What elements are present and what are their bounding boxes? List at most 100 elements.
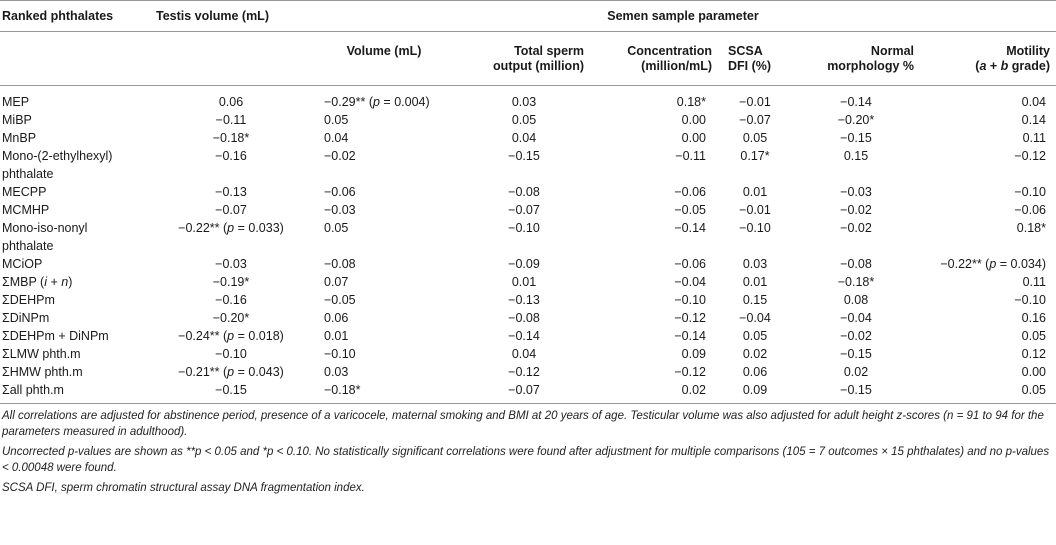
total-sperm-cell: −0.09 — [508, 257, 540, 271]
motility-cell: 0.11 — [1022, 131, 1046, 145]
semen-volume-cell: 0.01 — [324, 329, 349, 343]
total-sperm-cell: −0.13 — [508, 293, 540, 307]
total-sperm-cell: −0.07 — [508, 203, 540, 217]
header-row-2: Volume (mL) Total sperm output (million)… — [0, 32, 1056, 86]
motility-cell: −0.22** (p = 0.034) — [940, 257, 1046, 271]
empty-header-cell — [152, 32, 310, 86]
phthalate-name: ΣDiNPm — [2, 311, 50, 325]
concentration-cell: −0.05 — [674, 203, 706, 217]
testis-volume-cell: −0.16 — [215, 149, 247, 163]
scsa-dfi-cell: −0.01 — [739, 203, 771, 217]
semen-volume-cell: −0.08 — [324, 257, 356, 271]
phthalate-correlation-table: Ranked phthalates Testis volume (mL) Sem… — [0, 0, 1056, 404]
concentration-cell: −0.11 — [675, 149, 706, 163]
semen-volume-cell: 0.04 — [324, 131, 349, 145]
normal-morphology-cell: −0.14 — [840, 95, 872, 109]
testis-volume-cell: −0.16 — [215, 293, 247, 307]
phthalate-name: MnBP — [2, 131, 37, 145]
normal-morphology-cell: 0.15 — [843, 149, 869, 163]
total-sperm-cell: 0.04 — [511, 131, 537, 145]
total-sperm-cell: −0.07 — [508, 383, 540, 397]
motility-cell: 0.05 — [1021, 383, 1046, 397]
concentration-cell: −0.06 — [674, 257, 706, 271]
total-sperm-cell: 0.03 — [511, 95, 537, 109]
semen-volume-cell: 0.07 — [324, 275, 349, 289]
semen-volume-cell: 0.03 — [324, 365, 349, 379]
concentration-cell: −0.10 — [674, 293, 706, 307]
phthalate-name-cell: ΣLMW phth.m — [0, 345, 152, 363]
motility-cell: −0.06 — [1014, 203, 1046, 217]
phthalate-name: ΣHMW phth.m — [2, 365, 83, 379]
testis-volume-cell: −0.10 — [215, 347, 247, 361]
concentration-cell: 0.18* — [676, 95, 706, 109]
scsa-dfi-cell: 0.03 — [742, 257, 768, 271]
phthalate-name-cell: MCMHP — [0, 201, 152, 219]
phthalate-name-cell: ΣHMW phth.m — [0, 363, 152, 381]
table-body: MEP 0.06 −0.29** (p = 0.004) 0.03 0.18* −0.01… — [0, 86, 1056, 404]
concentration-cell: −0.14 — [674, 329, 706, 343]
phthalate-name-cell: MiBP — [0, 111, 152, 129]
table-row: ΣLMW phth.m −0.10 −0.10 0.04 0.09 0.02 −0.15 0.… — [0, 345, 1056, 363]
table-row: ΣDEHPm + DiNPm −0.24** (p = 0.018) 0.01 −0.… — [0, 327, 1056, 345]
table-row: ΣHMW phth.m −0.21** (p = 0.043) 0.03 −0.12 −… — [0, 363, 1056, 381]
testis-volume-header: Testis volume (mL) — [156, 8, 269, 23]
motility-header: Motility (a + b grade) — [920, 32, 1056, 86]
testis-volume-cell: −0.15 — [215, 383, 247, 397]
scsa-dfi-cell: −0.04 — [739, 311, 771, 325]
concentration-cell: 0.00 — [681, 131, 706, 145]
concentration-cell: −0.12 — [674, 311, 706, 325]
normal-morphology-cell: −0.03 — [840, 185, 872, 199]
concentration-header-line2: (million/mL) — [641, 59, 712, 73]
table-footnotes: All correlations are adjusted for abstin… — [0, 404, 1056, 496]
phthalate-name-cell: ΣDEHPm + DiNPm — [0, 327, 152, 345]
normal-morphology-header-line2: morphology % — [827, 59, 914, 73]
motility-cell: 0.00 — [1021, 365, 1046, 379]
testis-volume-cell: −0.19* — [212, 275, 250, 289]
semen-volume-cell: 0.05 — [324, 221, 349, 235]
motility-cell: 0.16 — [1021, 311, 1046, 325]
motility-cell: −0.10 — [1014, 185, 1046, 199]
motility-cell: 0.11 — [1022, 275, 1046, 289]
total-sperm-cell: −0.10 — [508, 221, 540, 235]
normal-morphology-cell: −0.02 — [840, 221, 872, 235]
motility-cell: 0.18* — [1016, 221, 1046, 235]
concentration-cell: −0.04 — [674, 275, 706, 289]
testis-volume-cell: −0.21** (p = 0.043) — [178, 365, 284, 379]
correlation-table-container: Ranked phthalates Testis volume (mL) Sem… — [0, 0, 1056, 496]
header-row-1: Ranked phthalates Testis volume (mL) Sem… — [0, 0, 1056, 32]
phthalate-name-cell: Σall phth.m — [0, 381, 152, 404]
total-sperm-cell: −0.08 — [508, 185, 540, 199]
scsa-header-line2: DFI (%) — [728, 59, 772, 73]
scsa-dfi-cell: 0.05 — [742, 131, 768, 145]
normal-morphology-cell: −0.15 — [840, 347, 872, 361]
scsa-dfi-cell: 0.09 — [742, 383, 768, 397]
table-row: ΣMBP (i + n) −0.19* 0.07 0.01 −0.04 0.01 −0.18… — [0, 273, 1056, 291]
normal-morphology-cell: −0.02 — [840, 329, 872, 343]
testis-volume-cell: −0.24** (p = 0.018) — [178, 329, 284, 343]
phthalate-name-cell: ΣMBP (i + n) — [0, 273, 152, 291]
motility-cell: 0.12 — [1021, 347, 1046, 361]
phthalate-name: MCiOP — [2, 257, 43, 271]
phthalate-name: ΣMBP (i + n) — [2, 275, 73, 289]
phthalate-name-cell: Mono-(2-ethylhexyl) phthalate — [0, 147, 152, 183]
concentration-header: Concentration (million/mL) — [590, 32, 718, 86]
phthalate-name: Σall phth.m — [2, 383, 64, 397]
semen-volume-cell: 0.06 — [324, 311, 349, 325]
phthalate-name-cell: MCiOP — [0, 255, 152, 273]
phthalate-name: ΣDEHPm — [2, 293, 55, 307]
table-row: MnBP −0.18* 0.04 0.04 0.00 0.05 −0.15 0.11 — [0, 129, 1056, 147]
total-sperm-cell: −0.14 — [508, 329, 540, 343]
table-row: ΣDiNPm −0.20* 0.06 −0.08 −0.12 −0.04 −0.04 0.16 — [0, 309, 1056, 327]
concentration-cell: −0.12 — [674, 365, 706, 379]
phthalate-name-cell: MECPP — [0, 183, 152, 201]
table-row: MCiOP −0.03 −0.08 −0.09 −0.06 0.03 −0.08 −0.22*… — [0, 255, 1056, 273]
normal-morphology-cell: −0.02 — [840, 203, 872, 217]
semen-volume-cell: 0.05 — [324, 113, 349, 127]
footnote-abbreviation: SCSA DFI, sperm chromatin structural ass… — [2, 482, 365, 494]
testis-volume-cell: −0.11 — [215, 113, 247, 127]
total-sperm-cell: −0.12 — [508, 365, 540, 379]
scsa-dfi-cell: 0.15 — [742, 293, 768, 307]
phthalate-name: MiBP — [2, 113, 32, 127]
volume-header-label: Volume (mL) — [346, 44, 422, 58]
scsa-dfi-cell: −0.01 — [739, 95, 771, 109]
